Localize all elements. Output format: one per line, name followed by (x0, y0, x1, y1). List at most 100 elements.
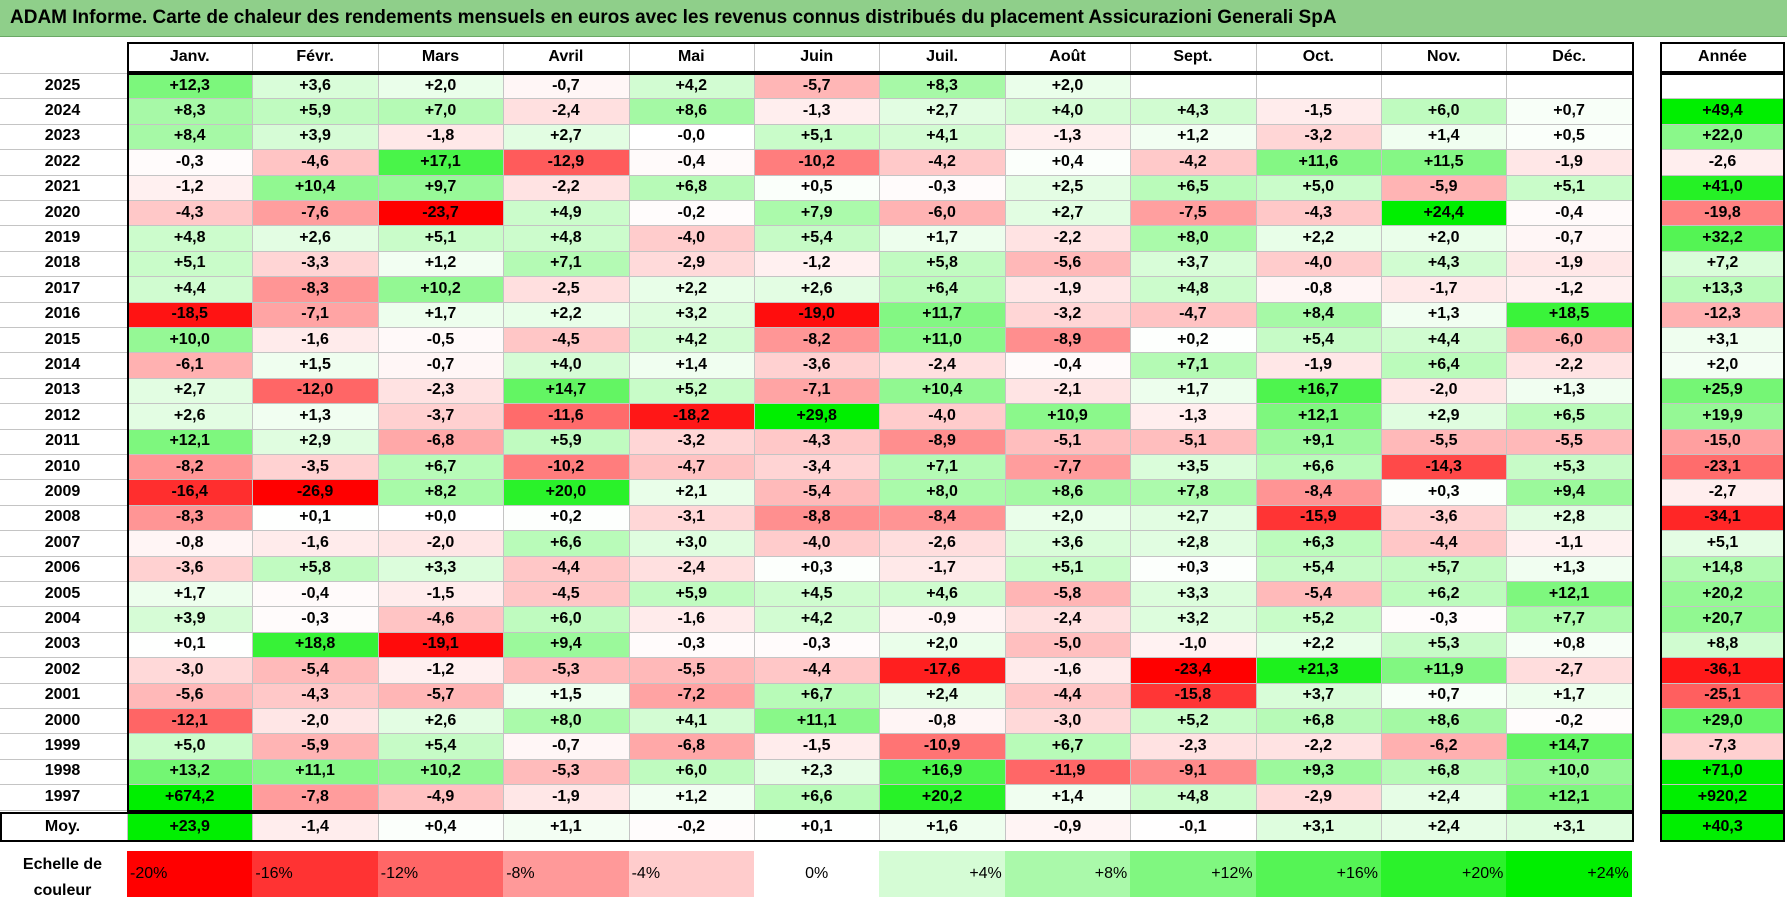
heatmap-cell: +3,6 (1004, 530, 1131, 556)
grid-line-h (1660, 657, 1785, 659)
heatmap-cell: +5,8 (252, 555, 378, 581)
heatmap-cell: -1,3 (1004, 123, 1131, 150)
average-cell: +0,4 (377, 813, 504, 840)
heatmap-cell: +1,4 (1004, 784, 1131, 810)
heatmap-cell: -2,4 (628, 555, 754, 581)
grid-line-h (1660, 733, 1785, 735)
heatmap-cell: -2,3 (1130, 733, 1256, 759)
heatmap-cell: +12,3 (127, 73, 253, 99)
heatmap-cell: +14,7 (503, 377, 629, 404)
heatmap-cell: -1,9 (503, 784, 629, 810)
heatmap-cell: -7,6 (252, 200, 378, 226)
heatmap-cell: -1,9 (1004, 276, 1131, 302)
heatmap-cell: +5,4 (1255, 555, 1381, 581)
heatmap-cell: +18,8 (252, 631, 378, 658)
heatmap-cell: -0,5 (377, 327, 504, 353)
heatmap-cell: +5,2 (1255, 606, 1381, 632)
heatmap-cell: -7,1 (252, 301, 378, 327)
heatmap-cell: -0,3 (879, 174, 1005, 200)
heatmap-cell: -1,2 (1506, 276, 1632, 302)
annual-cell: +29,0 (1660, 708, 1785, 734)
color-scale-step: +12% (1130, 851, 1256, 897)
grid-line-h (0, 682, 1632, 684)
heatmap-cell: +3,5 (1130, 454, 1256, 480)
heatmap-cell: +2,8 (1130, 530, 1256, 556)
heatmap-cell: +12,1 (1506, 784, 1632, 810)
grid-line-h (1660, 504, 1785, 506)
heatmap-cell: +18,5 (1506, 301, 1632, 327)
heatmap-cell: +0,1 (252, 504, 378, 531)
heatmap-cell: +3,7 (1130, 250, 1256, 277)
heatmap-cell: -2,0 (252, 708, 378, 734)
page-title: ADAM Informe. Carte de chaleur des rende… (10, 7, 1337, 28)
heatmap-cell: +8,6 (1004, 479, 1131, 505)
heatmap-cell: -26,9 (252, 479, 378, 505)
heatmap-cell: -2,2 (1506, 352, 1632, 378)
heatmap-cell: -0,8 (127, 530, 253, 556)
heatmap-cell: -11,6 (503, 403, 629, 429)
annual-cell: +49,4 (1660, 98, 1785, 124)
heatmap-cell: -7,5 (1130, 200, 1256, 226)
heatmap-cell: -4,0 (1255, 250, 1381, 277)
grid-line-v (1506, 42, 1508, 840)
heatmap-cell: -2,2 (1255, 733, 1381, 759)
heatmap-cell: -5,5 (1506, 428, 1632, 454)
grid-line-h (0, 200, 1632, 201)
heatmap-cell: +2,7 (1130, 504, 1256, 531)
heatmap-cell: -4,0 (754, 530, 880, 556)
heatmap-cell: +1,5 (503, 682, 629, 708)
heatmap-cell: +1,7 (377, 301, 504, 327)
heatmap-cell: +10,2 (377, 276, 504, 302)
heatmap-cell: -0,2 (1506, 708, 1632, 734)
heatmap-cell: +14,7 (1506, 733, 1632, 759)
column-header-9: Sept. (1173, 48, 1213, 65)
heatmap-cell: -3,6 (1381, 504, 1507, 531)
grid-line-h (1660, 327, 1785, 328)
heatmap-cell: +8,2 (377, 479, 504, 505)
heatmap-cell: -5,0 (1004, 631, 1131, 658)
grid-line-h (0, 123, 1632, 125)
heatmap-cell: +20,2 (879, 784, 1005, 810)
heatmap-cell: -7,8 (252, 784, 378, 810)
heatmap-cell: +0,5 (754, 174, 880, 200)
heatmap-cell: +4,6 (879, 581, 1005, 607)
heatmap-cell: +2,6 (754, 276, 880, 302)
heatmap-cell: +4,2 (628, 73, 754, 99)
row-year-label: 2002 (44, 660, 81, 678)
heatmap-cell: +2,9 (1381, 403, 1507, 429)
heatmap-cell: +2,2 (1255, 225, 1381, 251)
title-bar: ADAM Informe. Carte de chaleur des rende… (0, 0, 1787, 37)
average-cell: +1,6 (879, 813, 1005, 840)
annual-cell: +920,2 (1660, 784, 1785, 810)
annual-cell: +7,2 (1660, 250, 1785, 277)
heatmap-cell: -3,2 (1255, 123, 1381, 150)
grid-line-h (0, 301, 1632, 303)
grid-line-h (1660, 454, 1785, 455)
heatmap-cell: +2,3 (754, 758, 880, 785)
heatmap-cell: +1,7 (879, 225, 1005, 251)
heatmap-cell: +1,3 (252, 403, 378, 429)
average-label: Moy. (44, 817, 81, 835)
row-year-label: 2007 (44, 533, 81, 551)
heatmap-cell: -3,5 (252, 454, 378, 480)
annual-cell: -23,1 (1660, 454, 1785, 480)
grid-line-h (1660, 200, 1785, 201)
heatmap-cell: +1,2 (377, 250, 504, 277)
heatmap-cell: +2,0 (1381, 225, 1507, 251)
heatmap-cell: -1,6 (1004, 657, 1131, 683)
heatmap-cell: +0,2 (503, 504, 629, 531)
row-year-label: 2008 (44, 508, 81, 526)
heatmap-cell: +17,1 (377, 149, 504, 175)
heatmap-cell: +4,8 (1130, 784, 1256, 810)
row-year-label: 2013 (44, 381, 81, 399)
column-header-7: Juil. (926, 48, 959, 65)
grid-line-h (1660, 581, 1785, 582)
heatmap-cell: +3,9 (252, 123, 378, 150)
heatmap-cell: -8,4 (879, 504, 1005, 531)
heatmap-cell: +10,9 (1004, 403, 1131, 429)
heatmap-cell: +2,9 (252, 428, 378, 454)
grid-line-v (628, 42, 630, 840)
heatmap-cell: +11,5 (1381, 149, 1507, 175)
heatmap-cell: +5,7 (1381, 555, 1507, 581)
heatmap-cell: +4,1 (628, 708, 754, 734)
